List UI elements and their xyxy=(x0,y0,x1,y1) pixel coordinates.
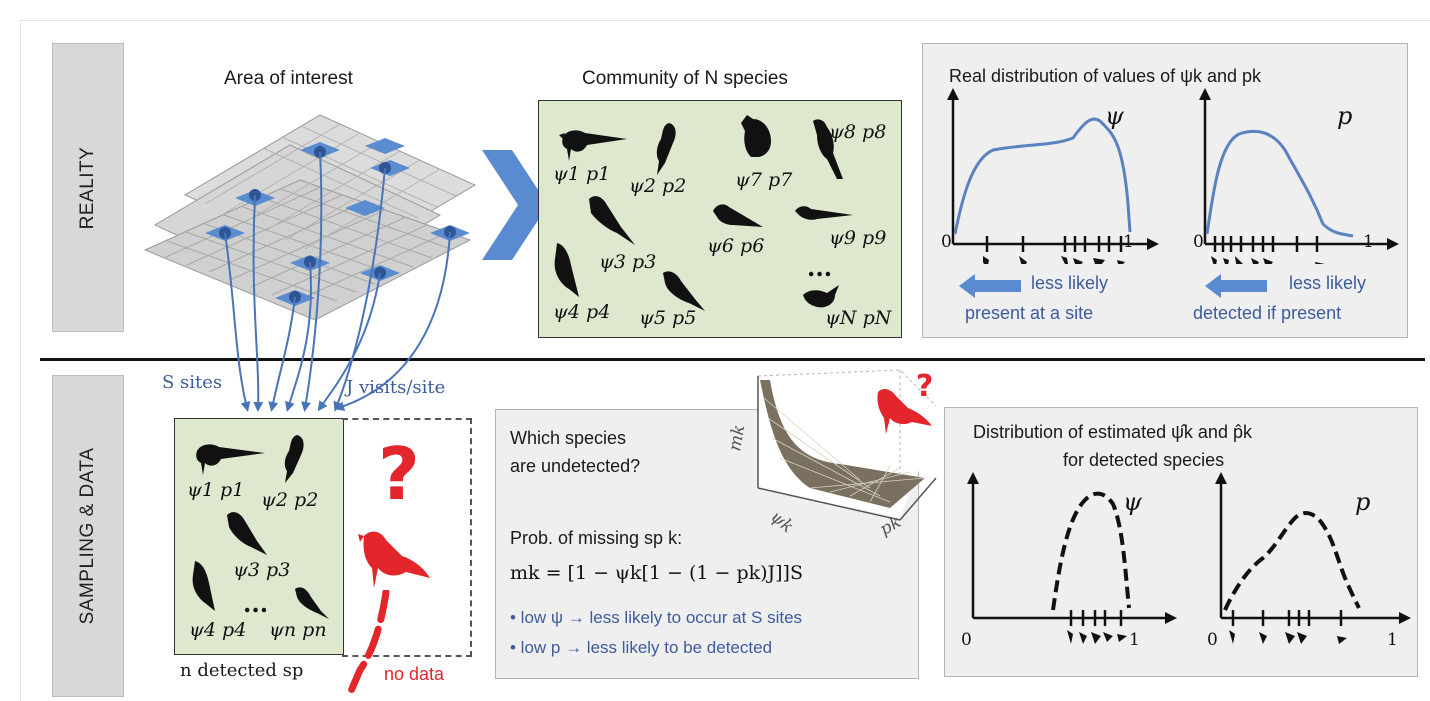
real-p-axis-one: 1 xyxy=(1363,232,1374,252)
left-arrow-icon xyxy=(959,274,1021,298)
red-bird-icon xyxy=(358,531,430,588)
detected-species-box: ψ1 p1 ψ2 p2 ψ3 p3 ψ4 p4 ψn pn ... xyxy=(174,418,344,655)
undetected-q-line1: Which species xyxy=(510,428,627,448)
bird-silhouette-icon xyxy=(795,206,853,220)
species-param: ψ1 p1 xyxy=(553,163,611,185)
bird-silhouette-icon xyxy=(196,444,265,475)
species-param: ψ6 p6 xyxy=(707,235,765,257)
real-distribution-title: Real distribution of values of ψk and pk xyxy=(949,66,1262,86)
question-mark-icon: ? xyxy=(916,369,934,404)
real-distribution-panel: Real distribution of values of ψk and pk xyxy=(922,43,1408,338)
species-param: ψ9 p9 xyxy=(829,227,887,249)
ellipsis: ... xyxy=(807,253,833,282)
bird-silhouette-icon xyxy=(554,243,579,297)
detected-param: ψ1 p1 xyxy=(187,479,245,501)
detected-caption: n detected sp xyxy=(180,660,304,681)
estimated-p-curve xyxy=(1223,511,1361,611)
bird-silhouette-icon xyxy=(813,119,843,179)
psi-note-line2: present at a site xyxy=(965,303,1094,323)
real-psi-axis-zero: 0 xyxy=(941,232,952,252)
undetected-q-line2: are undetected? xyxy=(510,456,641,476)
left-arrow-icon xyxy=(1205,274,1267,298)
reality-section-label: REALITY xyxy=(52,43,124,332)
detected-param: ψ2 p2 xyxy=(261,489,319,511)
detected-param: ψ4 p4 xyxy=(189,619,247,641)
species-param: ψ3 p3 xyxy=(599,251,657,273)
bird-silhouette-icon xyxy=(656,123,676,175)
figure-frame xyxy=(20,20,1430,701)
grid-layer-front xyxy=(143,179,472,321)
bird-silhouette-icon xyxy=(589,196,635,245)
real-p-curve xyxy=(1205,129,1354,238)
prob-missing-label: Prob. of missing sp k: xyxy=(510,528,683,548)
bird-silhouette-icon xyxy=(227,512,267,555)
chevron-arrow-icon xyxy=(482,150,548,260)
bird-silhouette-icon xyxy=(741,115,771,157)
red-bird-icon xyxy=(877,389,932,434)
species-param: ψ2 p2 xyxy=(629,175,687,197)
sampling-label-text: SAMPLING & DATA xyxy=(77,447,98,625)
species-param: ψN pN xyxy=(825,307,892,329)
psi-note-line1: less likely xyxy=(1031,273,1109,293)
question-mark-icon: ? xyxy=(378,432,420,516)
estimated-psi-axis-zero: 0 xyxy=(961,630,972,650)
estimated-p-symbol: p xyxy=(1355,488,1371,516)
bullet-low-p: • low p → less likely to be detected xyxy=(510,638,773,657)
real-psi-symbol: ψ xyxy=(1105,102,1124,130)
estimated-distribution-plots xyxy=(967,472,1411,644)
real-psi-curve xyxy=(953,117,1132,235)
bird-silhouette-icon xyxy=(295,587,329,619)
undetected-dashed-box xyxy=(342,418,472,657)
estimated-title-line2: for detected species xyxy=(1063,450,1225,470)
p-note-line2: detected if present xyxy=(1193,303,1342,323)
sites-label: S sites xyxy=(162,372,223,393)
bird-silhouette-icon xyxy=(559,130,627,161)
bullet-low-psi: • low ψ → less likely to occur at S site… xyxy=(510,608,803,627)
estimated-p-axis-one: 1 xyxy=(1387,630,1398,650)
undetected-question-panel: Which species are undetected? Prob. of m… xyxy=(495,409,919,679)
estimated-psi-axis-one: 1 xyxy=(1129,630,1140,650)
real-psi-axis-one: 1 xyxy=(1123,232,1134,252)
estimated-psi-curve xyxy=(1051,491,1131,611)
species-param: ψ5 p5 xyxy=(639,307,697,329)
real-distribution-plots xyxy=(947,88,1399,264)
community-box: ψ1 p1 ψ2 p2 ψ7 p7 ψ8 p8 ψ6 p6 ψ9 p9 ψ3 p… xyxy=(538,100,902,338)
species-param: ψ8 p8 xyxy=(829,121,887,143)
real-p-symbol: p xyxy=(1337,102,1353,130)
ellipsis: ... xyxy=(243,589,269,618)
bird-silhouette-icon xyxy=(713,204,763,227)
reality-label-text: REALITY xyxy=(77,146,98,229)
bird-silhouette-icon xyxy=(192,561,215,611)
missing-prob-formula: mk = [1 − ψk[1 − (1 − pk)J]]S xyxy=(510,562,803,584)
red-dashed-trail xyxy=(344,590,390,700)
visits-label: J visits/site xyxy=(346,377,446,398)
estimated-distribution-panel: Distribution of estimated ψ̂k and p̂k fo… xyxy=(944,407,1418,677)
no-data-caption: no data xyxy=(384,664,445,684)
detected-param: ψ3 p3 xyxy=(233,559,291,581)
area-title: Area of interest xyxy=(224,68,353,89)
bird-silhouette-icon xyxy=(663,271,705,311)
estimated-title-line1: Distribution of estimated ψ̂k and p̂k xyxy=(973,422,1252,442)
p-note-line1: less likely xyxy=(1289,273,1367,293)
real-p-axis-zero: 0 xyxy=(1193,232,1204,252)
estimated-p-axis-zero: 0 xyxy=(1207,630,1218,650)
detected-param: ψn pn xyxy=(269,619,327,641)
species-param: ψ4 p4 xyxy=(553,301,611,323)
bird-silhouette-icon xyxy=(803,285,839,308)
area-grid-diagram xyxy=(143,114,477,412)
estimated-psi-symbol: ψ xyxy=(1123,488,1142,516)
bird-silhouette-icon xyxy=(284,435,304,483)
section-divider xyxy=(40,358,1425,361)
community-title: Community of N species xyxy=(582,68,788,89)
sampling-section-label: SAMPLING & DATA xyxy=(52,375,124,697)
species-param: ψ7 p7 xyxy=(735,169,793,191)
